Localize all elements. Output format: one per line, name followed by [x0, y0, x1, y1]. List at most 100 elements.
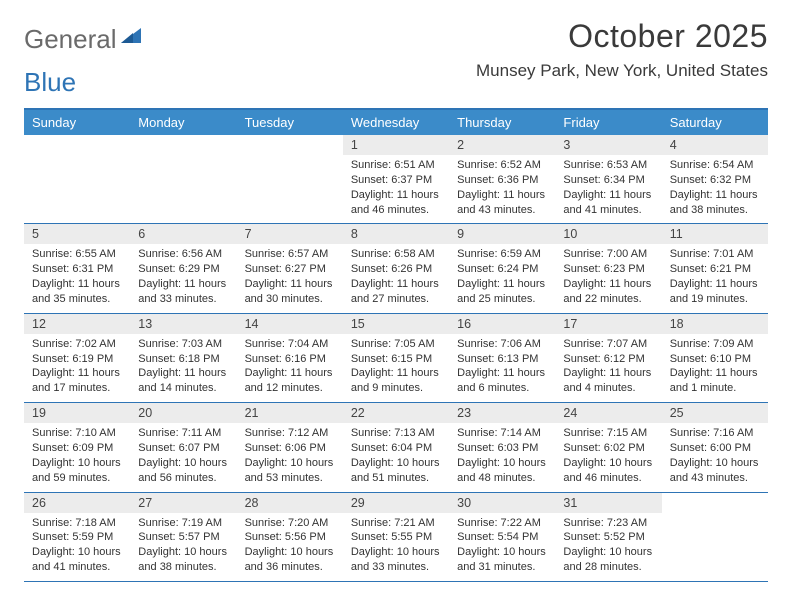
day-number: 4 — [662, 135, 768, 155]
day-cell: 25Sunrise: 7:16 AMSunset: 6:00 PMDayligh… — [662, 403, 768, 491]
daylight1-text: Daylight: 11 hours — [32, 366, 122, 381]
sunset-text: Sunset: 6:03 PM — [457, 441, 547, 456]
sunrise-text: Sunrise: 7:02 AM — [32, 337, 122, 352]
daylight2-text: and 33 minutes. — [351, 560, 441, 575]
sunrise-text: Sunrise: 7:13 AM — [351, 426, 441, 441]
day-cell: 15Sunrise: 7:05 AMSunset: 6:15 PMDayligh… — [343, 314, 449, 402]
daylight1-text: Daylight: 11 hours — [138, 277, 228, 292]
daylight2-text: and 14 minutes. — [138, 381, 228, 396]
day-cell — [24, 135, 130, 223]
day-cell: 28Sunrise: 7:20 AMSunset: 5:56 PMDayligh… — [237, 493, 343, 581]
day-number: 31 — [555, 493, 661, 513]
day-number: 12 — [24, 314, 130, 334]
daylight2-text: and 1 minute. — [670, 381, 760, 396]
day-cell — [130, 135, 236, 223]
day-info: Sunrise: 7:14 AMSunset: 6:03 PMDaylight:… — [449, 423, 555, 491]
sunset-text: Sunset: 5:57 PM — [138, 530, 228, 545]
day-number: 25 — [662, 403, 768, 423]
sunrise-text: Sunrise: 6:58 AM — [351, 247, 441, 262]
day-cell — [237, 135, 343, 223]
daylight1-text: Daylight: 10 hours — [670, 456, 760, 471]
daylight2-text: and 41 minutes. — [563, 203, 653, 218]
day-cell: 18Sunrise: 7:09 AMSunset: 6:10 PMDayligh… — [662, 314, 768, 402]
daylight2-text: and 22 minutes. — [563, 292, 653, 307]
day-cell: 2Sunrise: 6:52 AMSunset: 6:36 PMDaylight… — [449, 135, 555, 223]
day-cell: 3Sunrise: 6:53 AMSunset: 6:34 PMDaylight… — [555, 135, 661, 223]
day-info: Sunrise: 7:10 AMSunset: 6:09 PMDaylight:… — [24, 423, 130, 491]
daylight2-text: and 48 minutes. — [457, 471, 547, 486]
day-number: 20 — [130, 403, 236, 423]
sunset-text: Sunset: 5:55 PM — [351, 530, 441, 545]
day-cell: 1Sunrise: 6:51 AMSunset: 6:37 PMDaylight… — [343, 135, 449, 223]
day-info: Sunrise: 7:03 AMSunset: 6:18 PMDaylight:… — [130, 334, 236, 402]
day-number: 7 — [237, 224, 343, 244]
daylight2-text: and 53 minutes. — [245, 471, 335, 486]
day-name: Monday — [130, 110, 236, 135]
day-cell: 10Sunrise: 7:00 AMSunset: 6:23 PMDayligh… — [555, 224, 661, 312]
sunrise-text: Sunrise: 7:11 AM — [138, 426, 228, 441]
day-info: Sunrise: 6:57 AMSunset: 6:27 PMDaylight:… — [237, 244, 343, 312]
day-name: Friday — [555, 110, 661, 135]
daylight1-text: Daylight: 11 hours — [351, 188, 441, 203]
day-cell: 9Sunrise: 6:59 AMSunset: 6:24 PMDaylight… — [449, 224, 555, 312]
sunrise-text: Sunrise: 6:53 AM — [563, 158, 653, 173]
sunset-text: Sunset: 6:19 PM — [32, 352, 122, 367]
sunset-text: Sunset: 6:13 PM — [457, 352, 547, 367]
day-name: Tuesday — [237, 110, 343, 135]
sunset-text: Sunset: 6:31 PM — [32, 262, 122, 277]
sunrise-text: Sunrise: 7:22 AM — [457, 516, 547, 531]
day-info: Sunrise: 7:01 AMSunset: 6:21 PMDaylight:… — [662, 244, 768, 312]
sunset-text: Sunset: 5:56 PM — [245, 530, 335, 545]
day-info: Sunrise: 7:15 AMSunset: 6:02 PMDaylight:… — [555, 423, 661, 491]
day-number: 14 — [237, 314, 343, 334]
daylight1-text: Daylight: 10 hours — [245, 545, 335, 560]
sunset-text: Sunset: 6:09 PM — [32, 441, 122, 456]
day-info: Sunrise: 6:54 AMSunset: 6:32 PMDaylight:… — [662, 155, 768, 223]
sunset-text: Sunset: 6:34 PM — [563, 173, 653, 188]
daylight1-text: Daylight: 10 hours — [563, 545, 653, 560]
sunset-text: Sunset: 5:54 PM — [457, 530, 547, 545]
day-cell: 4Sunrise: 6:54 AMSunset: 6:32 PMDaylight… — [662, 135, 768, 223]
daylight2-text: and 43 minutes. — [457, 203, 547, 218]
day-cell: 7Sunrise: 6:57 AMSunset: 6:27 PMDaylight… — [237, 224, 343, 312]
day-info: Sunrise: 7:20 AMSunset: 5:56 PMDaylight:… — [237, 513, 343, 581]
day-cell: 29Sunrise: 7:21 AMSunset: 5:55 PMDayligh… — [343, 493, 449, 581]
sunset-text: Sunset: 5:52 PM — [563, 530, 653, 545]
sunrise-text: Sunrise: 6:59 AM — [457, 247, 547, 262]
week-row: 19Sunrise: 7:10 AMSunset: 6:09 PMDayligh… — [24, 403, 768, 492]
daylight1-text: Daylight: 11 hours — [457, 366, 547, 381]
daylight2-text: and 36 minutes. — [245, 560, 335, 575]
daylight1-text: Daylight: 11 hours — [670, 277, 760, 292]
logo-sail-icon — [121, 20, 145, 51]
day-number: 9 — [449, 224, 555, 244]
day-number: 2 — [449, 135, 555, 155]
daylight2-text: and 4 minutes. — [563, 381, 653, 396]
sunset-text: Sunset: 6:10 PM — [670, 352, 760, 367]
day-number — [237, 135, 343, 155]
sunrise-text: Sunrise: 7:23 AM — [563, 516, 653, 531]
day-number — [662, 493, 768, 513]
day-info: Sunrise: 7:21 AMSunset: 5:55 PMDaylight:… — [343, 513, 449, 581]
week-row: 5Sunrise: 6:55 AMSunset: 6:31 PMDaylight… — [24, 224, 768, 313]
daylight1-text: Daylight: 10 hours — [32, 545, 122, 560]
day-info: Sunrise: 6:58 AMSunset: 6:26 PMDaylight:… — [343, 244, 449, 312]
day-cell: 24Sunrise: 7:15 AMSunset: 6:02 PMDayligh… — [555, 403, 661, 491]
week-row: 1Sunrise: 6:51 AMSunset: 6:37 PMDaylight… — [24, 135, 768, 224]
day-info: Sunrise: 7:04 AMSunset: 6:16 PMDaylight:… — [237, 334, 343, 402]
sunrise-text: Sunrise: 7:00 AM — [563, 247, 653, 262]
daylight2-text: and 12 minutes. — [245, 381, 335, 396]
day-name: Wednesday — [343, 110, 449, 135]
daylight1-text: Daylight: 10 hours — [245, 456, 335, 471]
sunset-text: Sunset: 6:21 PM — [670, 262, 760, 277]
sunset-text: Sunset: 6:02 PM — [563, 441, 653, 456]
day-number: 30 — [449, 493, 555, 513]
daylight1-text: Daylight: 10 hours — [138, 545, 228, 560]
day-number: 23 — [449, 403, 555, 423]
day-number: 29 — [343, 493, 449, 513]
location: Munsey Park, New York, United States — [476, 61, 768, 81]
sunset-text: Sunset: 6:36 PM — [457, 173, 547, 188]
day-cell: 19Sunrise: 7:10 AMSunset: 6:09 PMDayligh… — [24, 403, 130, 491]
day-info: Sunrise: 7:16 AMSunset: 6:00 PMDaylight:… — [662, 423, 768, 491]
daylight1-text: Daylight: 11 hours — [457, 277, 547, 292]
day-number: 26 — [24, 493, 130, 513]
